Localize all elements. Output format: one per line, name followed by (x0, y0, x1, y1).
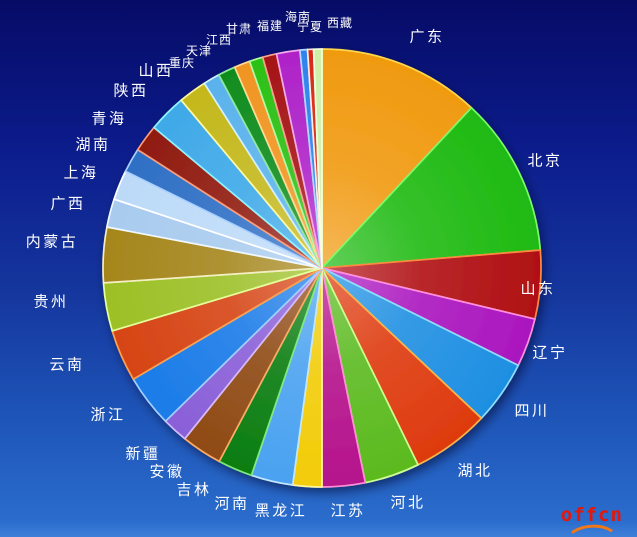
slice-label-江苏: 江苏 (330, 502, 365, 519)
slice-label-河南: 河南 (214, 495, 249, 512)
offcn-swoosh-icon (571, 524, 613, 534)
slice-label-甘肃: 甘肃 (226, 22, 252, 36)
slice-label-天津: 天津 (186, 44, 212, 58)
slice-label-福建: 福建 (257, 18, 283, 33)
slice-label-内蒙古: 内蒙古 (26, 233, 79, 250)
slice-label-广东: 广东 (409, 28, 444, 45)
pie-slice-北京[interactable] (321, 106, 542, 269)
slice-label-上海: 上海 (63, 164, 98, 181)
slice-label-北京: 北京 (527, 152, 562, 169)
slice-label-江西: 江西 (206, 33, 232, 47)
slice-label-辽宁: 辽宁 (532, 344, 567, 361)
pie-slice-sliver[interactable] (312, 48, 323, 269)
pie-slices (102, 48, 542, 488)
slice-label-黑龙江: 黑龙江 (255, 502, 308, 519)
slice-label-重庆: 重庆 (169, 56, 195, 70)
slice-label-新疆: 新疆 (125, 445, 160, 462)
slice-label-湖北: 湖北 (457, 462, 492, 479)
slice-label-山西: 山西 (138, 62, 173, 79)
slice-label-浙江: 浙江 (90, 406, 125, 423)
slice-label-陕西: 陕西 (113, 82, 148, 99)
slice-label-安徽: 安徽 (149, 463, 184, 480)
slice-label-山东: 山东 (520, 280, 555, 297)
offcn-logo-text: offcn (560, 504, 623, 526)
offcn-watermark: offcn (561, 506, 623, 534)
slice-label-海南: 海南 (285, 9, 311, 24)
slice-label-云南: 云南 (49, 356, 84, 373)
slice-label-四川: 四川 (514, 402, 549, 419)
slice-label-湖南: 湖南 (75, 136, 110, 153)
slice-label-广西: 广西 (50, 195, 85, 212)
pie-slice-广东[interactable] (321, 48, 473, 269)
slice-label-吉林: 吉林 (176, 481, 211, 498)
slice-label-宁夏: 宁夏 (297, 19, 323, 34)
slice-label-河北: 河北 (390, 494, 425, 511)
slice-label-贵州: 贵州 (33, 293, 68, 310)
slice-label-西藏: 西藏 (327, 16, 353, 30)
slice-label-青海: 青海 (91, 110, 126, 127)
